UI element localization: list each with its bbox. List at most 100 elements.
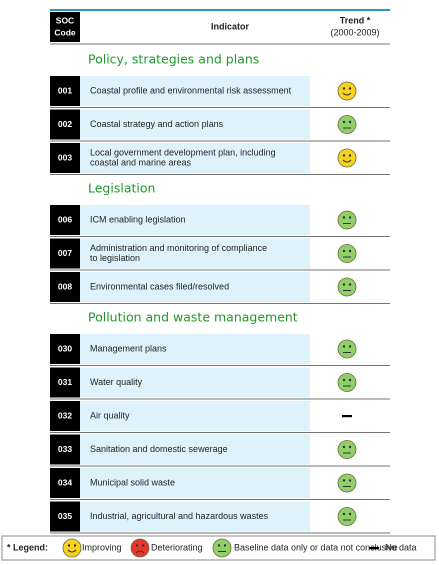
code-box (50, 272, 80, 302)
code: 031 (58, 377, 72, 387)
legend-item: No data (385, 542, 417, 552)
code-box (50, 468, 80, 498)
trend-header: (2000-2009) (330, 27, 379, 37)
header-rule (50, 9, 390, 11)
legend-item: Baseline data only or data not conclusiv… (234, 542, 398, 552)
face (337, 244, 357, 263)
indicator: Environmental cases filed/resolved (90, 281, 229, 291)
trend-icon (337, 339, 357, 359)
legend-icon (369, 547, 379, 550)
eye (342, 120, 346, 124)
legend-box (1, 535, 436, 561)
face (337, 339, 357, 359)
trend-icon (337, 277, 357, 297)
face (337, 210, 357, 230)
row-band (80, 109, 310, 140)
row-band (80, 468, 310, 498)
code: 030 (58, 343, 72, 353)
face (130, 538, 150, 558)
row-band (80, 238, 310, 269)
dash (342, 415, 352, 418)
code: 033 (58, 444, 72, 454)
eye (348, 345, 352, 348)
row-band (80, 76, 310, 106)
face (337, 81, 357, 101)
code-box (50, 109, 80, 140)
trend-icon (337, 81, 357, 101)
eye (342, 154, 346, 157)
mouth (67, 549, 77, 553)
trend-icon (337, 244, 357, 263)
indicator: ICM enabling legislation (90, 214, 186, 224)
code-box (50, 205, 80, 235)
indicator: Industrial, agricultural and hazardous w… (90, 511, 269, 521)
eye (348, 87, 352, 90)
eye (348, 479, 352, 482)
face (337, 507, 357, 526)
indicator: Water quality (90, 377, 143, 387)
indicator: coastal and marine areas (90, 157, 192, 167)
code: 035 (58, 511, 72, 521)
legend-icon (62, 538, 82, 558)
indicator: Administration and monitoring of complia… (90, 243, 267, 253)
code-box (50, 434, 80, 465)
code: 032 (58, 410, 72, 420)
face (62, 538, 82, 558)
face (212, 538, 232, 558)
code: 001 (58, 85, 72, 95)
code-box (50, 401, 80, 431)
trend-icon (337, 148, 357, 168)
indicator-header: Indicator (211, 21, 250, 31)
face (337, 277, 357, 297)
indicator: to legislation (90, 253, 140, 263)
eye (342, 512, 346, 516)
eye (67, 544, 71, 547)
eye (348, 378, 352, 382)
trend-icon (337, 440, 357, 459)
eye (348, 249, 352, 253)
eye (73, 544, 77, 547)
row-band (80, 272, 310, 302)
dash (369, 547, 379, 550)
eye (223, 544, 227, 547)
mouth (342, 159, 352, 163)
row-band (80, 401, 310, 431)
indicator: Management plans (90, 343, 167, 353)
eye (342, 345, 346, 348)
code: 003 (58, 152, 72, 162)
trend-icon (337, 507, 357, 526)
eye (342, 378, 346, 382)
indicator: Municipal solid waste (90, 477, 175, 487)
face (337, 373, 357, 392)
code-box (50, 367, 80, 398)
code: 034 (58, 477, 72, 487)
section-title: Policy, strategies and plans (88, 52, 259, 67)
mouth (342, 92, 352, 96)
eye (348, 216, 352, 219)
trend-icon (342, 415, 352, 418)
row-band (80, 334, 310, 364)
eye (348, 512, 352, 516)
code-header: Code (54, 27, 76, 37)
code-box (50, 76, 80, 106)
eye (348, 283, 352, 286)
row-band (80, 205, 310, 235)
row-band (80, 143, 310, 173)
indicator: Sanitation and domestic sewerage (90, 444, 228, 454)
section-title: Pollution and waste management (88, 310, 298, 325)
legend-icon (130, 538, 150, 558)
indicator: Coastal profile and environmental risk a… (90, 85, 292, 95)
eye (342, 479, 346, 482)
row-band (80, 434, 310, 465)
code-box (50, 143, 80, 173)
code: 006 (58, 214, 72, 224)
face (337, 115, 357, 134)
code-box (50, 501, 80, 532)
indicator: Local government development plan, inclu… (90, 147, 276, 157)
code-header-box (50, 12, 80, 42)
trend-icon (337, 473, 357, 493)
eye (342, 216, 346, 219)
code: 008 (58, 281, 72, 291)
code-box (50, 238, 80, 269)
